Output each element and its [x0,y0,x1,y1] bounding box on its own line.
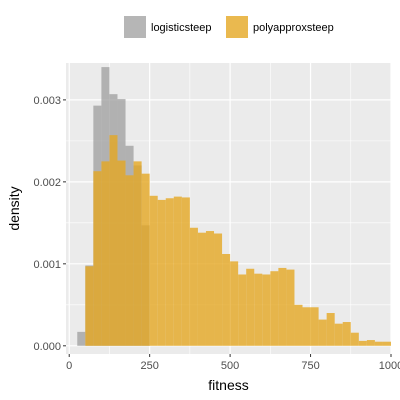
legend-label-logisticsteep: logisticsteep [151,22,212,34]
legend-key-polyapproxsteep [226,16,248,38]
x-tick-label: 0 [66,360,72,372]
histogram-bar-polyapproxsteep [93,171,102,346]
histogram-bar-polyapproxsteep [254,273,263,346]
y-tick-label: 0.003 [33,95,61,107]
histogram-bar-polyapproxsteep [286,269,295,346]
histogram-bar-polyapproxsteep [246,268,255,346]
x-tick-label: 500 [221,360,239,372]
x-tick-label: 250 [140,360,158,372]
legend-key-logisticsteep [124,16,146,38]
histogram-bar-polyapproxsteep [366,340,375,346]
histogram-bar-polyapproxsteep [197,232,206,346]
histogram-bar-polyapproxsteep [278,267,287,346]
histogram-bar-polyapproxsteep [318,319,327,346]
histogram-bar-polyapproxsteep [173,196,182,346]
y-tick-label: 0.000 [33,341,61,353]
histogram-bar-polyapproxsteep [149,195,158,346]
y-tick-label: 0.002 [33,177,61,189]
histogram-bar-polyapproxsteep [270,271,279,346]
legend-label-polyapproxsteep: polyapproxsteep [253,22,334,34]
x-axis-title: fitness [208,377,248,393]
histogram-bar-polyapproxsteep [334,323,343,346]
histogram-bar-polyapproxsteep [262,274,271,346]
histogram-bar-polyapproxsteep [157,199,166,346]
histogram-bar-polyapproxsteep [358,340,367,346]
y-axis-title: density [6,186,22,230]
histogram-bar-polyapproxsteep [117,160,126,346]
histogram-bar-polyapproxsteep [133,161,142,346]
histogram-bar-polyapproxsteep [189,227,198,346]
histogram-bar-polyapproxsteep [230,261,239,346]
histogram-bar-polyapproxsteep [350,332,359,346]
histogram-bar-polyapproxsteep [302,307,311,346]
y-tick-label: 0.001 [33,259,61,271]
series-polyapproxsteep [85,135,391,346]
histogram-bar-polyapproxsteep [342,322,351,346]
histogram-bar-polyapproxsteep [101,161,110,346]
x-tick-label: 750 [301,360,319,372]
histogram-bar-polyapproxsteep [165,198,174,346]
histogram-bar-logisticsteep [77,331,86,346]
histogram-bar-polyapproxsteep [205,231,215,346]
histogram-bar-polyapproxsteep [382,341,391,346]
histogram-bar-polyapproxsteep [214,233,223,346]
histogram-bar-polyapproxsteep [238,274,247,346]
histogram-bar-polyapproxsteep [181,197,190,346]
histogram-bar-polyapproxsteep [294,304,303,346]
histogram-bar-polyapproxsteep [310,307,319,346]
histogram-bar-polyapproxsteep [141,173,150,346]
histogram-bar-polyapproxsteep [222,253,231,346]
histogram-bar-polyapproxsteep [109,135,118,346]
histogram-bar-polyapproxsteep [326,313,335,346]
legend: logisticsteep polyapproxsteep [124,16,334,38]
histogram-bar-polyapproxsteep [125,175,134,346]
y-axis: 0.000 0.001 0.002 0.003 [33,95,66,353]
histogram-bar-polyapproxsteep [85,266,94,346]
histogram-bar-polyapproxsteep [374,341,383,346]
